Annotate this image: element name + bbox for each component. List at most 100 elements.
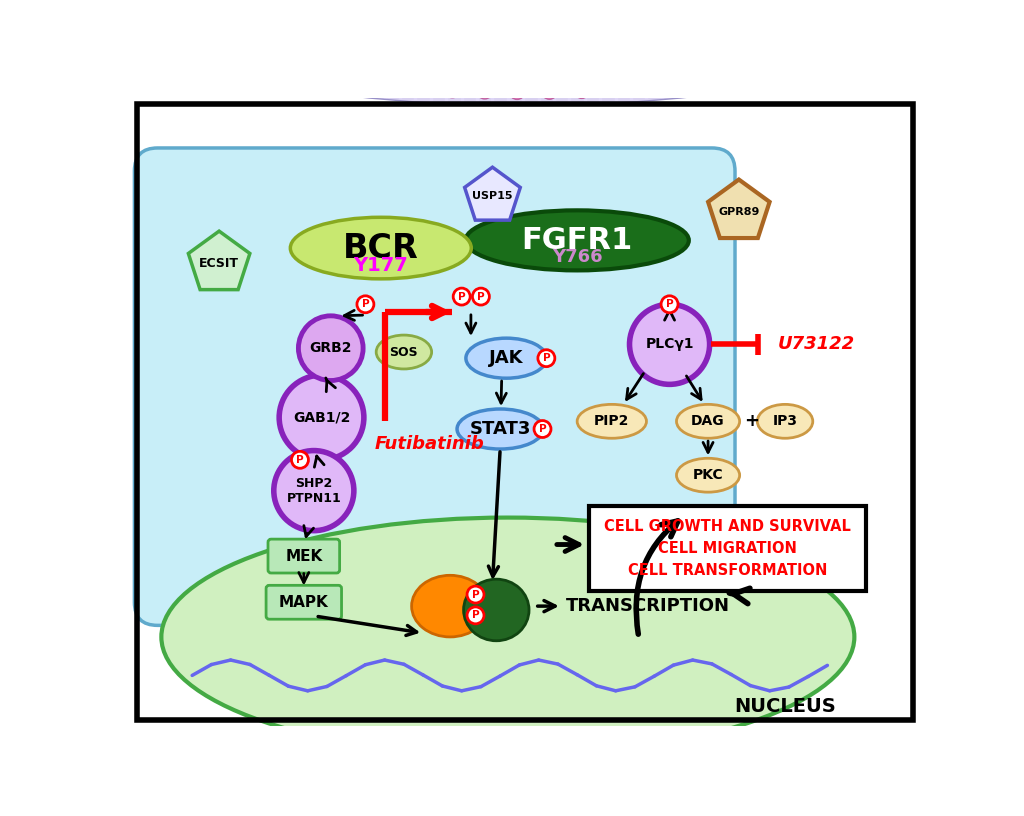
Circle shape <box>477 83 493 99</box>
Circle shape <box>298 316 364 380</box>
FancyBboxPatch shape <box>134 148 735 625</box>
Text: FGFR1: FGFR1 <box>521 226 633 255</box>
FancyBboxPatch shape <box>266 585 342 619</box>
Text: P: P <box>458 291 466 302</box>
Text: P: P <box>543 353 550 363</box>
Circle shape <box>348 74 364 90</box>
Text: Y177: Y177 <box>353 256 409 275</box>
Text: P: P <box>296 455 304 465</box>
Text: TRANSCRIPTION: TRANSCRIPTION <box>565 597 730 615</box>
Text: BCR: BCR <box>343 232 419 264</box>
Circle shape <box>801 31 816 47</box>
Ellipse shape <box>466 338 547 378</box>
Circle shape <box>380 55 395 70</box>
Circle shape <box>542 60 557 76</box>
Circle shape <box>477 60 493 76</box>
Text: P: P <box>477 291 484 302</box>
Ellipse shape <box>162 517 854 756</box>
Text: MEK: MEK <box>286 548 323 564</box>
Circle shape <box>454 288 470 305</box>
Circle shape <box>574 83 590 99</box>
Circle shape <box>218 51 233 66</box>
Circle shape <box>467 586 484 603</box>
Circle shape <box>413 57 428 73</box>
Circle shape <box>467 607 484 623</box>
Ellipse shape <box>578 405 646 438</box>
Text: MAPK: MAPK <box>279 595 329 610</box>
Circle shape <box>251 58 266 73</box>
Circle shape <box>186 18 202 33</box>
Text: PKC: PKC <box>693 468 723 482</box>
Text: +: + <box>744 412 760 430</box>
Text: IP3: IP3 <box>772 415 798 428</box>
Text: SHP2
PTPN11: SHP2 PTPN11 <box>287 477 341 504</box>
Circle shape <box>833 46 848 61</box>
Bar <box>589 506 866 591</box>
Circle shape <box>292 451 308 468</box>
Text: USP15: USP15 <box>472 192 513 202</box>
Circle shape <box>703 72 719 87</box>
Circle shape <box>283 64 298 80</box>
Circle shape <box>186 41 202 56</box>
Text: P: P <box>539 424 547 434</box>
Text: SOS: SOS <box>389 345 418 358</box>
Ellipse shape <box>62 0 987 75</box>
Circle shape <box>662 296 678 313</box>
Circle shape <box>357 296 374 313</box>
Text: STAT3: STAT3 <box>469 420 530 438</box>
Text: ECSIT: ECSIT <box>199 257 240 270</box>
Text: P: P <box>361 299 370 309</box>
Text: CELL GROWTH AND SURVIVAL
CELL MIGRATION
CELL TRANSFORMATION: CELL GROWTH AND SURVIVAL CELL MIGRATION … <box>604 519 851 578</box>
Polygon shape <box>188 231 250 290</box>
Circle shape <box>315 70 331 86</box>
Text: GPR89: GPR89 <box>718 207 760 217</box>
Circle shape <box>671 76 686 91</box>
Circle shape <box>606 82 622 97</box>
Text: NUCLEUS: NUCLEUS <box>734 697 836 716</box>
Circle shape <box>833 23 848 38</box>
Ellipse shape <box>376 335 432 369</box>
Text: P: P <box>472 610 479 620</box>
FancyBboxPatch shape <box>268 539 340 573</box>
Ellipse shape <box>457 409 544 449</box>
Text: GAB1/2: GAB1/2 <box>293 410 350 424</box>
Ellipse shape <box>62 0 987 91</box>
Text: PIP2: PIP2 <box>594 415 630 428</box>
Circle shape <box>413 81 428 95</box>
Circle shape <box>639 56 654 72</box>
Circle shape <box>606 58 622 73</box>
Circle shape <box>283 42 298 57</box>
Circle shape <box>574 60 590 75</box>
Circle shape <box>538 350 555 366</box>
Circle shape <box>251 35 266 51</box>
Ellipse shape <box>677 405 739 438</box>
Text: JAK: JAK <box>489 349 523 367</box>
Ellipse shape <box>466 211 689 270</box>
Circle shape <box>865 12 881 28</box>
Circle shape <box>154 7 169 21</box>
Circle shape <box>509 61 525 77</box>
Circle shape <box>273 450 354 530</box>
Text: P: P <box>472 590 479 600</box>
Circle shape <box>444 60 460 74</box>
Text: U73122: U73122 <box>777 335 854 353</box>
Circle shape <box>444 82 460 98</box>
Circle shape <box>509 84 525 100</box>
Circle shape <box>703 49 719 64</box>
Circle shape <box>218 28 233 42</box>
Circle shape <box>865 35 881 51</box>
Circle shape <box>380 78 395 93</box>
Polygon shape <box>465 167 520 220</box>
Circle shape <box>154 29 169 45</box>
Circle shape <box>535 420 551 437</box>
Text: PLCγ1: PLCγ1 <box>645 337 694 352</box>
Ellipse shape <box>464 579 529 641</box>
Circle shape <box>736 67 752 82</box>
Ellipse shape <box>758 405 813 438</box>
Circle shape <box>472 288 489 305</box>
Ellipse shape <box>677 459 739 492</box>
Circle shape <box>542 84 557 100</box>
Text: GRB2: GRB2 <box>309 341 352 355</box>
Circle shape <box>348 51 364 67</box>
Circle shape <box>768 38 783 54</box>
